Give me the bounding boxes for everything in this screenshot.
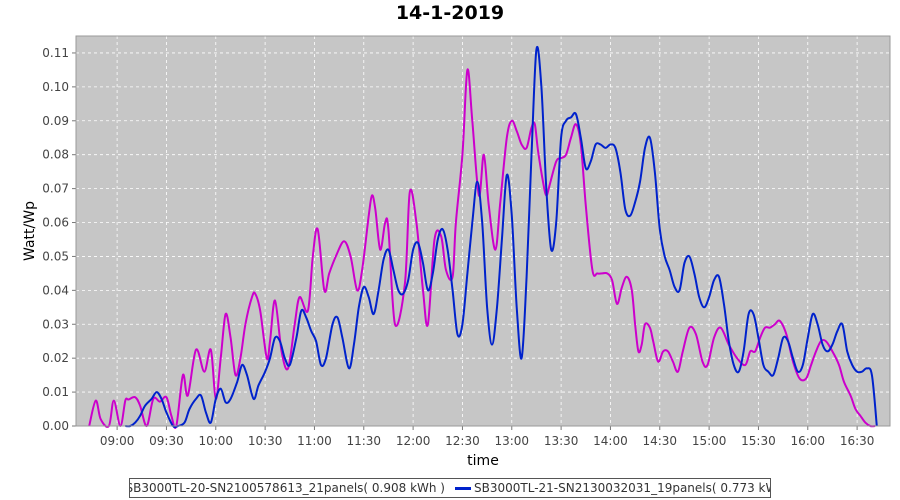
y-tick-label: 0.02 [42,351,69,365]
y-tick-label: 0.03 [42,317,69,331]
legend-swatch-series-2 [455,486,471,490]
x-tick-label: 09:30 [149,434,184,448]
x-axis-label: time [467,453,499,469]
grid-lines [76,36,890,427]
legend: SB3000TL-20-SN2100578613_21panels( 0.908… [129,478,771,498]
y-tick-label: 0.10 [42,80,69,94]
series-line-2 [125,46,878,429]
x-axis-ticks: 09:00 09:30 10:00 10:30 11:00 11:30 12:00 12:30… [100,426,875,448]
x-tick-label: 16:00 [790,434,825,448]
x-tick-label: 13:30 [544,434,579,448]
y-axis-label: Watt/Wp [22,201,38,261]
chart-title: 14-1-2019 [395,2,505,24]
legend-label-series-1: SB3000TL-20-SN2100578613_21panels( 0.908… [129,481,445,495]
x-tick-label: 09:00 [100,434,135,448]
series-line-1 [88,68,876,429]
y-tick-label: 0.11 [42,46,69,60]
x-tick-label: 11:30 [346,434,381,448]
x-tick-label: 10:30 [248,434,283,448]
y-tick-label: 0.00 [42,419,69,433]
x-tick-label: 15:00 [692,434,727,448]
legend-item-series-2: SB3000TL-21-SN2130032031_19panels( 0.773… [455,481,771,495]
y-tick-label: 0.01 [42,385,69,399]
series-lines [88,46,878,429]
y-tick-label: 0.05 [42,249,69,263]
line-chart: 09:00 09:30 10:00 10:30 11:00 11:30 12:00 12:30… [22,35,891,469]
x-tick-label: 12:00 [396,434,431,448]
y-tick-label: 0.04 [42,283,69,297]
y-tick-label: 0.07 [42,182,69,196]
x-tick-label: 15:30 [741,434,776,448]
y-axis-ticks: 0.00 0.01 0.02 0.03 0.04 0.05 0.06 0.07 0.08 0.09… [42,46,76,433]
plot-border [75,35,891,427]
y-tick-label: 0.09 [42,114,69,128]
x-tick-label: 14:00 [593,434,628,448]
legend-item-series-1: SB3000TL-20-SN2100578613_21panels( 0.908… [129,481,445,495]
x-tick-label: 16:30 [840,434,875,448]
x-tick-label: 10:00 [198,434,233,448]
x-tick-label: 12:30 [445,434,480,448]
x-tick-label: 11:00 [297,434,332,448]
y-tick-label: 0.08 [42,148,69,162]
legend-label-series-2: SB3000TL-21-SN2130032031_19panels( 0.773… [474,481,771,495]
x-tick-label: 14:30 [642,434,677,448]
y-tick-label: 0.06 [42,216,69,230]
x-tick-label: 13:00 [494,434,529,448]
